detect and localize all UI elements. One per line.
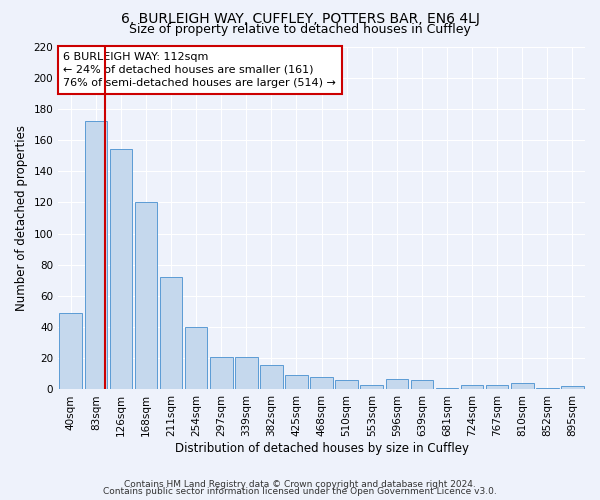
Bar (185, 327, 208, 390)
Text: 6, BURLEIGH WAY, CUFFLEY, POTTERS BAR, EN6 4LJ: 6, BURLEIGH WAY, CUFFLEY, POTTERS BAR, E… (121, 12, 479, 26)
Bar (536, 388, 559, 390)
Bar (410, 380, 433, 390)
Bar (335, 380, 358, 390)
Bar (310, 377, 333, 390)
Bar (386, 378, 408, 390)
Bar (511, 383, 533, 390)
Text: 6 BURLEIGH WAY: 112sqm
← 24% of detached houses are smaller (161)
76% of semi-de: 6 BURLEIGH WAY: 112sqm ← 24% of detached… (64, 52, 337, 88)
Bar (110, 150, 132, 390)
Text: Contains public sector information licensed under the Open Government Licence v3: Contains public sector information licen… (103, 487, 497, 496)
Bar (134, 202, 157, 390)
X-axis label: Distribution of detached houses by size in Cuffley: Distribution of detached houses by size … (175, 442, 469, 455)
Bar (235, 356, 257, 390)
Bar (210, 356, 233, 390)
Bar (461, 385, 484, 390)
Bar (436, 388, 458, 390)
Bar (260, 364, 283, 390)
Text: Contains HM Land Registry data © Crown copyright and database right 2024.: Contains HM Land Registry data © Crown c… (124, 480, 476, 489)
Bar (486, 385, 508, 390)
Bar (285, 376, 308, 390)
Bar (561, 386, 584, 390)
Bar (361, 385, 383, 390)
Y-axis label: Number of detached properties: Number of detached properties (15, 125, 28, 311)
Bar (160, 277, 182, 390)
Text: Size of property relative to detached houses in Cuffley: Size of property relative to detached ho… (129, 22, 471, 36)
Bar (85, 122, 107, 390)
Bar (59, 313, 82, 390)
